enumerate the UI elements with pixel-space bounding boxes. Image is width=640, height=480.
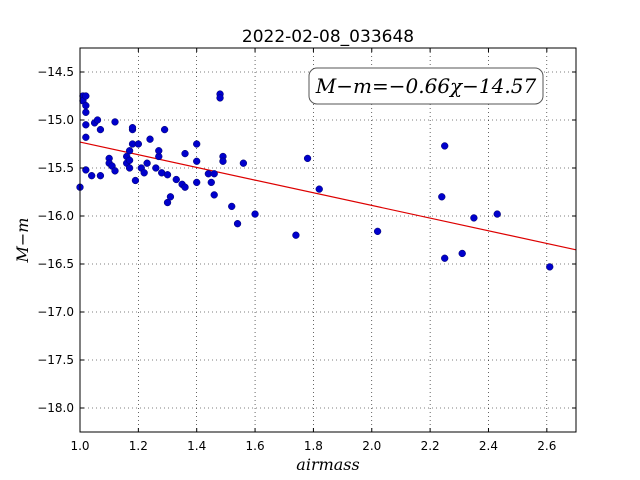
data-point (239, 159, 248, 167)
fit-equation-box: M−m=−0.66χ−14.57 (308, 67, 544, 105)
data-point (172, 175, 180, 184)
equation-box-frame (308, 67, 544, 105)
data-point (163, 171, 172, 179)
data-point (228, 202, 236, 211)
data-point (128, 124, 137, 132)
y-tick-label: −16.5 (37, 257, 74, 271)
x-tick-label: 2.2 (421, 439, 440, 453)
data-point (125, 147, 134, 155)
data-point (493, 210, 501, 218)
data-point (82, 133, 90, 141)
data-point (292, 231, 300, 239)
y-tick-label: −18.0 (37, 401, 74, 415)
x-tick-label: 2.4 (479, 439, 498, 453)
data-point (82, 121, 90, 129)
data-point (93, 116, 102, 124)
data-point (315, 185, 323, 193)
data-point (152, 164, 160, 172)
data-point (131, 176, 140, 185)
data-point (193, 157, 201, 165)
y-tick-label: −15.5 (37, 161, 74, 175)
y-tick-label: −15.0 (37, 113, 74, 127)
data-point (143, 159, 151, 167)
data-point (458, 249, 466, 258)
data-point (546, 263, 554, 271)
x-axis-label: airmass (296, 455, 359, 474)
data-point (441, 254, 449, 262)
data-point (303, 154, 312, 163)
data-point (111, 167, 119, 175)
y-axis-label: M−m (13, 218, 32, 264)
y-tick-label: −17.0 (37, 305, 74, 319)
data-point (163, 198, 172, 207)
data-point (210, 170, 218, 178)
data-point (193, 178, 201, 187)
data-point (181, 183, 189, 191)
data-point (216, 94, 224, 102)
grid-lines (79, 48, 576, 432)
data-point (373, 227, 382, 236)
x-tick-label: 1.6 (246, 439, 265, 453)
y-tick-label: −17.5 (37, 353, 74, 367)
data-point (125, 164, 134, 172)
data-point (166, 193, 175, 201)
data-point (134, 140, 143, 148)
data-points (76, 90, 554, 271)
data-point (125, 156, 134, 164)
axis-ticks: 1.0 1.2 1.4 1.6 1.8 2.0 2.2 2.4 2.6 −14.5 −15.0 −15… (37, 48, 576, 453)
data-point (82, 166, 90, 174)
data-point (193, 140, 201, 148)
y-tick-label: −14.5 (37, 65, 74, 79)
data-point (233, 220, 242, 228)
y-tick-label: −16.0 (37, 209, 74, 223)
fit-line-group (79, 141, 577, 251)
chart-title: 2022-02-08_033648 (242, 27, 414, 47)
data-point (181, 149, 189, 158)
data-point (438, 193, 446, 201)
data-point (470, 214, 478, 222)
x-tick-label: 2.6 (537, 439, 556, 453)
plot-frame (79, 47, 577, 433)
x-tick-label: 1.2 (129, 439, 148, 453)
data-point (82, 92, 90, 100)
x-tick-label: 1.4 (187, 439, 206, 453)
data-point (96, 172, 105, 180)
fit-equation: M−m=−0.66χ−14.57 (315, 74, 537, 98)
data-point (207, 178, 215, 187)
data-point (82, 101, 90, 110)
data-point (96, 125, 105, 134)
data-point (140, 169, 148, 177)
data-point (160, 125, 169, 134)
data-point (210, 191, 218, 199)
data-point (155, 147, 163, 155)
fit-line (79, 141, 577, 251)
data-point (251, 210, 259, 218)
x-tick-label: 1.0 (70, 439, 89, 453)
data-point (146, 135, 154, 143)
x-tick-label: 2.0 (362, 439, 381, 453)
data-point (82, 108, 90, 116)
data-point (219, 157, 227, 165)
data-point (111, 118, 119, 126)
data-point (88, 172, 96, 180)
x-tick-label: 1.8 (304, 439, 323, 453)
data-point (441, 142, 449, 150)
